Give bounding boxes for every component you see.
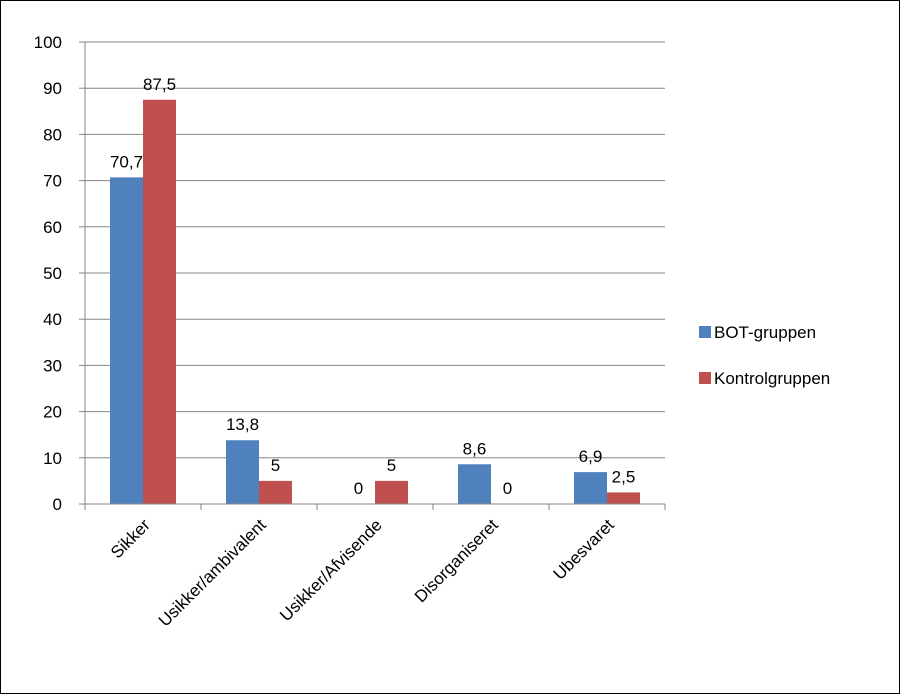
y-tick-label: 90 (43, 79, 62, 98)
y-tick-label: 70 (43, 172, 62, 191)
category-label: Usikker/Afvisende (276, 515, 386, 625)
legend-label: Kontrolgruppen (714, 369, 830, 388)
category-labels: Sikker Usikker/ambivalent Usikker/Afvisend… (107, 515, 618, 630)
bar (375, 480, 408, 504)
bar (110, 177, 143, 504)
y-tick-label: 50 (43, 264, 62, 283)
y-tick-label: 20 (43, 403, 62, 422)
data-label: 13,8 (226, 415, 259, 434)
bar (143, 99, 176, 504)
bar (226, 440, 259, 504)
bar (607, 492, 640, 504)
data-label: 0 (503, 479, 512, 498)
bar (458, 464, 491, 504)
axes (84, 42, 665, 505)
bar (259, 480, 292, 504)
data-label: 5 (271, 456, 280, 475)
data-labels: 70,7 13,8 0 8,6 6,9 87,5 5 5 0 2,5 (110, 75, 635, 498)
category-label: Sikker (107, 515, 154, 562)
y-tick-label: 100 (34, 33, 62, 52)
legend-swatch (699, 326, 711, 338)
y-tick-label: 30 (43, 356, 62, 375)
data-label: 0 (354, 479, 363, 498)
data-label: 70,7 (110, 152, 143, 171)
bars (110, 99, 640, 504)
gridlines (85, 41, 665, 459)
bar (574, 472, 607, 504)
y-tick-label: 40 (43, 310, 62, 329)
y-tick-label: 60 (43, 218, 62, 237)
y-tick-label: 10 (43, 449, 62, 468)
y-axis-ticks: 0 10 20 30 40 50 60 70 80 90 100 (34, 33, 85, 514)
data-label: 5 (387, 456, 396, 475)
x-axis-ticks (84, 504, 666, 510)
y-tick-label: 80 (43, 125, 62, 144)
category-label: Usikker/ambivalent (155, 515, 270, 630)
category-label: Ubesvaret (550, 515, 618, 583)
data-label: 6,9 (579, 447, 603, 466)
legend-swatch (699, 372, 711, 384)
category-label: Disorganiseret (411, 515, 502, 606)
y-tick-label: 0 (53, 495, 62, 514)
legend-label: BOT-gruppen (714, 323, 816, 342)
data-label: 2,5 (612, 467, 636, 486)
legend: BOT-gruppen Kontrolgruppen (699, 323, 830, 388)
data-label: 87,5 (143, 75, 176, 94)
data-label: 8,6 (463, 439, 487, 458)
